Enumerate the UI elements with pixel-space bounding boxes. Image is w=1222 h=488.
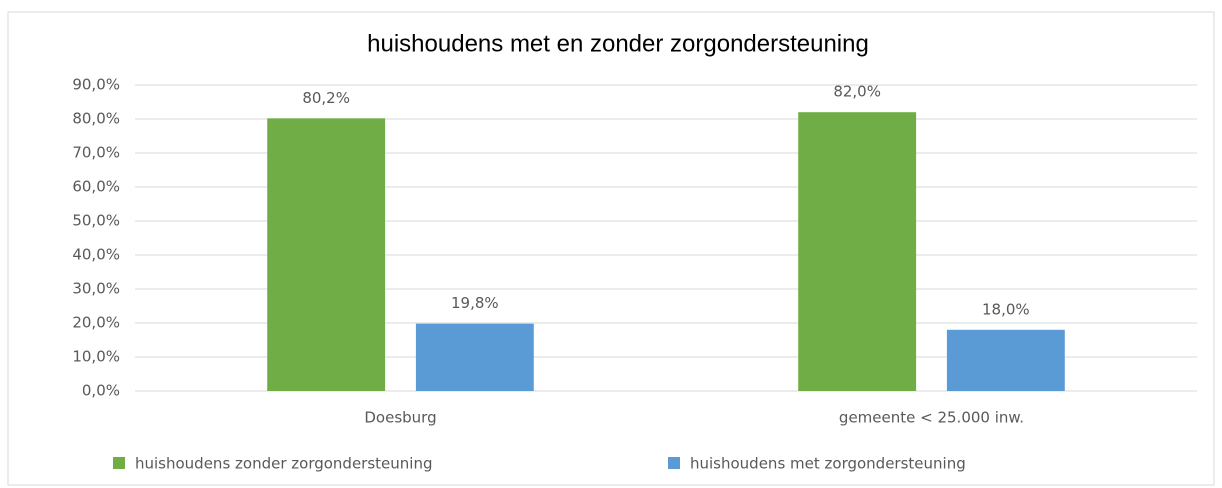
x-tick-label: Doesburg xyxy=(364,409,436,427)
bar xyxy=(267,118,386,391)
data-label: 82,0% xyxy=(833,83,881,101)
legend-label: huishoudens met zorgondersteuning xyxy=(690,455,966,473)
bar xyxy=(946,329,1065,391)
chart-frame xyxy=(7,11,1215,486)
legend-swatch xyxy=(668,457,680,469)
chart-title: huishoudens met en zonder zorgondersteun… xyxy=(367,30,869,57)
y-tick-label: 90,0% xyxy=(72,76,120,94)
legend-swatch xyxy=(113,457,125,469)
bar xyxy=(798,112,917,391)
data-label: 80,2% xyxy=(302,89,350,107)
y-tick-label: 40,0% xyxy=(72,246,120,264)
y-tick-label: 50,0% xyxy=(72,212,120,230)
legend-label: huishoudens zonder zorgondersteuning xyxy=(135,455,432,473)
y-tick-label: 70,0% xyxy=(72,144,120,162)
y-tick-label: 0,0% xyxy=(82,382,120,400)
y-tick-label: 30,0% xyxy=(72,280,120,298)
y-tick-label: 10,0% xyxy=(72,348,120,366)
y-tick-label: 60,0% xyxy=(72,178,120,196)
data-label: 18,0% xyxy=(982,300,1030,318)
y-tick-label: 20,0% xyxy=(72,314,120,332)
data-label: 19,8% xyxy=(451,294,499,312)
bar xyxy=(415,323,534,391)
y-tick-label: 80,0% xyxy=(72,110,120,128)
x-tick-label: gemeente < 25.000 inw. xyxy=(839,409,1024,427)
